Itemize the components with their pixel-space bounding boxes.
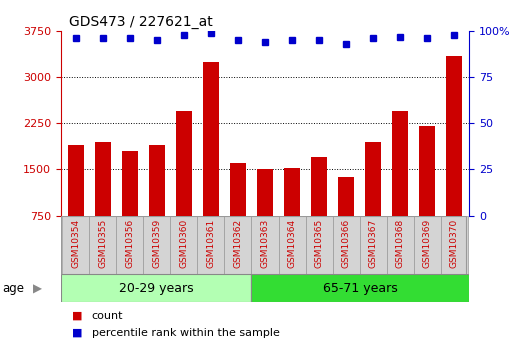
Bar xyxy=(61,274,252,302)
Text: GSM10355: GSM10355 xyxy=(99,219,108,268)
Text: 65-71 years: 65-71 years xyxy=(323,282,398,295)
Bar xyxy=(440,216,467,274)
Text: GSM10370: GSM10370 xyxy=(449,219,458,268)
Bar xyxy=(68,145,84,216)
Bar xyxy=(95,142,111,216)
Bar xyxy=(392,111,408,216)
Text: GSM10356: GSM10356 xyxy=(126,219,135,268)
Text: percentile rank within the sample: percentile rank within the sample xyxy=(92,328,279,338)
Bar xyxy=(332,216,359,274)
Text: GSM10364: GSM10364 xyxy=(288,219,296,268)
Text: GSM10369: GSM10369 xyxy=(422,219,431,268)
Bar xyxy=(122,151,138,216)
Bar xyxy=(446,56,462,216)
Bar xyxy=(176,111,192,216)
Bar xyxy=(284,168,300,216)
Text: 20-29 years: 20-29 years xyxy=(119,282,193,295)
Bar xyxy=(278,216,305,274)
Bar xyxy=(149,145,165,216)
Bar xyxy=(144,216,171,274)
Text: GSM10368: GSM10368 xyxy=(395,219,404,268)
Bar xyxy=(203,62,219,216)
Bar xyxy=(419,126,435,216)
Bar xyxy=(230,163,246,216)
Bar xyxy=(117,216,144,274)
Text: GSM10360: GSM10360 xyxy=(180,219,189,268)
Text: ■: ■ xyxy=(72,328,82,338)
Text: GSM10366: GSM10366 xyxy=(341,219,350,268)
Text: GSM10359: GSM10359 xyxy=(153,219,162,268)
Bar xyxy=(359,216,386,274)
Bar xyxy=(338,177,354,216)
Text: age: age xyxy=(3,282,25,295)
Bar xyxy=(386,216,413,274)
Bar xyxy=(365,142,381,216)
Text: count: count xyxy=(92,311,123,321)
Bar xyxy=(257,169,273,216)
Text: GSM10363: GSM10363 xyxy=(261,219,269,268)
Text: GSM10365: GSM10365 xyxy=(314,219,323,268)
Text: GSM10367: GSM10367 xyxy=(368,219,377,268)
Bar xyxy=(63,216,90,274)
Text: GSM10362: GSM10362 xyxy=(234,219,242,268)
Bar xyxy=(252,274,469,302)
Text: ■: ■ xyxy=(72,311,82,321)
Bar xyxy=(198,216,225,274)
Text: GSM10354: GSM10354 xyxy=(72,219,81,268)
Bar xyxy=(311,157,327,216)
Bar xyxy=(171,216,198,274)
Bar xyxy=(252,216,278,274)
Bar xyxy=(413,216,440,274)
Bar xyxy=(90,216,117,274)
Text: ▶: ▶ xyxy=(33,282,42,295)
Bar xyxy=(225,216,252,274)
Text: GDS473 / 227621_at: GDS473 / 227621_at xyxy=(69,14,213,29)
Text: GSM10361: GSM10361 xyxy=(207,219,216,268)
Bar xyxy=(305,216,332,274)
